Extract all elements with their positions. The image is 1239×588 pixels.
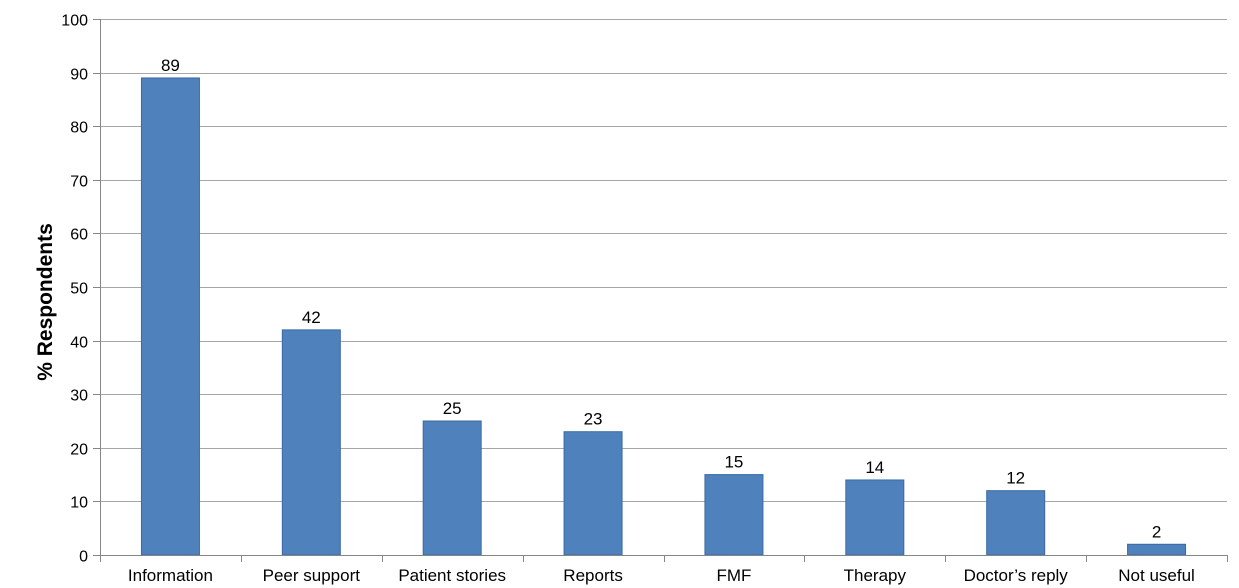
category-label-2: Patient stories	[398, 566, 506, 585]
y-tick-label: 100	[61, 13, 88, 30]
bar-6	[986, 490, 1046, 556]
axes	[93, 19, 1228, 562]
category-label-7: Not useful	[1118, 566, 1195, 585]
y-tick-label: 80	[70, 120, 88, 137]
y-tick-label: 20	[70, 442, 88, 459]
bar-7	[1127, 543, 1187, 556]
data-label-5: 14	[865, 458, 884, 477]
y-tick-labels: 0 10 20 30 40 50 60 70 80 90 100	[61, 13, 88, 566]
y-tick-label: 30	[70, 388, 88, 405]
data-label-4: 15	[724, 453, 743, 472]
bar-3	[563, 431, 623, 556]
category-label-5: Therapy	[844, 566, 907, 585]
category-label-3: Reports	[563, 566, 623, 585]
y-axis-title: % Respondents	[34, 223, 57, 381]
bar-0	[140, 77, 200, 556]
category-label-1: Peer support	[263, 566, 361, 585]
y-tick-label: 40	[70, 335, 88, 352]
gridlines	[100, 19, 1227, 502]
y-tick-label: 10	[70, 495, 88, 512]
y-tick-label: 50	[70, 281, 88, 298]
data-label-3: 23	[584, 410, 603, 429]
bar-5	[845, 479, 905, 556]
category-label-0: Information	[128, 566, 213, 585]
y-tick-label: 60	[70, 227, 88, 244]
x-category-labels: Information Peer support Patient stories Re…	[128, 566, 1195, 585]
bar-1	[281, 329, 341, 556]
y-tick-label: 90	[70, 67, 88, 84]
data-label-1: 42	[302, 308, 321, 327]
data-label-6: 12	[1006, 469, 1025, 488]
category-label-6: Doctor’s reply	[964, 566, 1069, 585]
data-label-0: 89	[161, 56, 180, 75]
data-label-7: 2	[1152, 522, 1161, 541]
bars	[140, 77, 1187, 556]
bar-2	[422, 420, 482, 556]
data-label-2: 25	[443, 399, 462, 418]
bar-4	[704, 474, 764, 556]
data-labels: 89 42 25 23 15 14 12 2	[161, 56, 1161, 541]
y-tick-label: 0	[79, 549, 88, 566]
category-label-4: FMF	[716, 566, 751, 585]
y-tick-label: 70	[70, 174, 88, 191]
